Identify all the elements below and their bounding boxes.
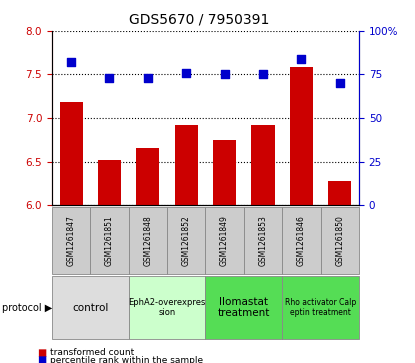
Bar [136, 148, 159, 205]
Text: GSM1261852: GSM1261852 [182, 215, 191, 266]
Point [221, 72, 228, 77]
Bar [251, 125, 274, 205]
Text: GSM1261850: GSM1261850 [335, 215, 344, 266]
Text: percentile rank within the sample: percentile rank within the sample [50, 356, 203, 363]
Text: ■: ■ [37, 355, 46, 363]
Text: protocol ▶: protocol ▶ [2, 303, 52, 313]
Bar [290, 68, 313, 205]
Text: GDS5670 / 7950391: GDS5670 / 7950391 [129, 13, 269, 27]
Text: GSM1261853: GSM1261853 [259, 215, 268, 266]
Bar [60, 102, 83, 205]
Point [106, 75, 113, 81]
Point [260, 72, 266, 77]
Point [298, 56, 305, 62]
Text: GSM1261847: GSM1261847 [66, 215, 76, 266]
Point [68, 59, 74, 65]
Text: Ilomastat
treatment: Ilomastat treatment [217, 297, 270, 318]
Text: GSM1261846: GSM1261846 [297, 215, 306, 266]
Text: GSM1261848: GSM1261848 [143, 215, 152, 266]
Text: ■: ■ [37, 348, 46, 358]
Text: Rho activator Calp
eptin treatment: Rho activator Calp eptin treatment [285, 298, 356, 317]
Point [337, 80, 343, 86]
Text: GSM1261851: GSM1261851 [105, 215, 114, 266]
Bar [213, 140, 236, 205]
Text: EphA2-overexpres
sion: EphA2-overexpres sion [128, 298, 206, 317]
Point [144, 75, 151, 81]
Text: control: control [72, 303, 108, 313]
Text: transformed count: transformed count [50, 348, 134, 357]
Bar [98, 160, 121, 205]
Text: GSM1261849: GSM1261849 [220, 215, 229, 266]
Point [183, 70, 190, 76]
Bar [175, 125, 198, 205]
Bar [328, 181, 351, 205]
